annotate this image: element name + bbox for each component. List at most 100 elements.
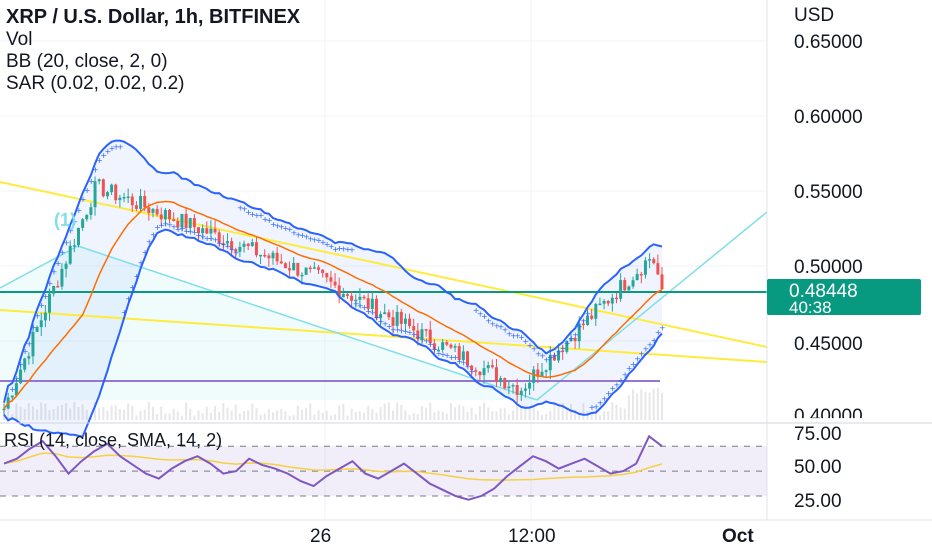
elliott-wave-label[interactable]: (1) bbox=[54, 210, 76, 230]
candle-body-21 bbox=[89, 207, 93, 215]
volume-bar-54 bbox=[226, 407, 229, 420]
sar-dot-40: + bbox=[167, 220, 174, 229]
candle-body-95 bbox=[395, 311, 399, 326]
sar-dot-10: + bbox=[42, 292, 49, 301]
sar-dot-117: + bbox=[485, 316, 492, 325]
volume-bar-68 bbox=[284, 411, 287, 420]
candle-body-110 bbox=[457, 346, 461, 360]
rsi-line bbox=[3, 434, 663, 501]
volume-bar-116 bbox=[483, 402, 486, 420]
volume-bar-92 bbox=[383, 403, 386, 420]
sar-dot-110: + bbox=[456, 357, 463, 366]
volume-bar-151 bbox=[627, 395, 630, 420]
legend-volume[interactable]: Vol bbox=[6, 29, 33, 50]
sar-dot-138: + bbox=[572, 330, 579, 339]
sar-dot-115: + bbox=[477, 309, 484, 318]
legend-parabolic-sar[interactable]: SAR (0.02, 0.02, 0.2) bbox=[6, 73, 185, 94]
sar-dot-96: + bbox=[398, 327, 405, 336]
volume-bar-87 bbox=[363, 412, 366, 420]
sar-dot-37: + bbox=[154, 223, 161, 232]
bar-countdown: 40:38 bbox=[789, 298, 832, 317]
candle-body-93 bbox=[387, 312, 391, 318]
bb-basis-line bbox=[3, 200, 663, 410]
price-tick-0-40[interactable]: 0.40000 bbox=[794, 406, 863, 427]
candle-body-75 bbox=[312, 267, 316, 269]
sar-dot-113: + bbox=[469, 367, 476, 376]
volume-bar-52 bbox=[218, 411, 221, 420]
candle-body-155 bbox=[643, 260, 647, 275]
candle-body-23 bbox=[97, 179, 101, 182]
candle-body-50 bbox=[209, 228, 213, 234]
volume-bar-89 bbox=[371, 409, 374, 420]
candle-body-82 bbox=[341, 294, 345, 298]
volume-bar-118 bbox=[491, 411, 494, 420]
last-price: 0.48448 bbox=[789, 281, 858, 302]
legend-bollinger-bands[interactable]: BB (20, close, 2, 0) bbox=[6, 51, 168, 72]
volume-bar-12 bbox=[52, 409, 55, 420]
sar-dot-17: + bbox=[71, 217, 78, 226]
candle-body-158 bbox=[656, 263, 660, 275]
sar-dot-152: + bbox=[630, 360, 637, 369]
volume-bar-82 bbox=[342, 404, 345, 420]
candle-body-128 bbox=[532, 369, 536, 383]
sar-dot-74: + bbox=[307, 235, 314, 244]
candle-body-105 bbox=[437, 349, 441, 352]
rsi-pane bbox=[0, 434, 767, 501]
price-tick-0-45[interactable]: 0.45000 bbox=[794, 334, 863, 355]
volume-bar-23 bbox=[98, 408, 101, 420]
candle-body-129 bbox=[536, 369, 540, 377]
candle-body-34 bbox=[143, 195, 147, 208]
price-tick-0-50[interactable]: 0.50000 bbox=[794, 257, 863, 278]
sar-dot-109: + bbox=[452, 353, 459, 362]
volume-bar-53 bbox=[222, 403, 225, 420]
candle-body-140 bbox=[581, 323, 585, 326]
candle-body-84 bbox=[350, 295, 354, 301]
volume-bar-67 bbox=[280, 408, 283, 420]
candle-body-138 bbox=[573, 337, 577, 342]
volume-bar-31 bbox=[131, 405, 134, 420]
sar-dot-157: + bbox=[651, 336, 658, 345]
volume-bar-75 bbox=[313, 414, 316, 420]
sar-dot-66: + bbox=[274, 222, 281, 231]
volume-bar-158 bbox=[656, 388, 659, 420]
chart-drawings[interactable] bbox=[0, 181, 768, 401]
price-tick-0-60[interactable]: 0.60000 bbox=[794, 107, 863, 128]
candle-body-150 bbox=[623, 280, 627, 291]
candle-body-159 bbox=[660, 274, 664, 290]
candle-body-86 bbox=[358, 296, 362, 300]
volume-bar-40 bbox=[168, 413, 171, 420]
price-tick-0-55[interactable]: 0.55000 bbox=[794, 182, 863, 203]
sar-dot-151: + bbox=[626, 364, 633, 373]
volume-bar-84 bbox=[350, 408, 353, 420]
candle-body-6 bbox=[27, 356, 31, 359]
candle-body-122 bbox=[507, 386, 511, 389]
price-tick-0-65[interactable]: 0.65000 bbox=[794, 32, 863, 53]
candle-body-35 bbox=[147, 207, 151, 213]
candle-body-145 bbox=[602, 300, 606, 304]
candle-body-55 bbox=[230, 241, 234, 250]
sar-dot-137: + bbox=[568, 334, 575, 343]
sar-dot-62: + bbox=[258, 211, 265, 220]
sar-dot-72: + bbox=[299, 231, 306, 240]
rsi-legend[interactable]: RSI (14, close, SMA, 14, 2) bbox=[4, 430, 223, 450]
candle-body-141 bbox=[586, 315, 590, 325]
volume-bar-142 bbox=[590, 412, 593, 420]
candle-body-127 bbox=[528, 382, 532, 389]
candle-body-46 bbox=[192, 218, 196, 228]
sar-dot-11: + bbox=[47, 279, 54, 288]
rsi-tick-25: 25.00 bbox=[794, 491, 842, 512]
sar-dot-23: + bbox=[96, 156, 103, 165]
volume-bar-132 bbox=[549, 410, 552, 420]
candle-body-99 bbox=[412, 326, 416, 331]
sar-dot-7: + bbox=[30, 323, 37, 332]
volume-bar-39 bbox=[164, 413, 167, 420]
sar-dot-94: + bbox=[390, 325, 397, 334]
candle-body-148 bbox=[614, 297, 618, 300]
sar-dot-27: + bbox=[113, 143, 120, 152]
candle-body-109 bbox=[453, 346, 457, 348]
volume-bar-16 bbox=[69, 408, 72, 420]
candle-body-41 bbox=[172, 219, 176, 221]
volume-bar-28 bbox=[118, 408, 121, 420]
sar-dot-60: + bbox=[249, 210, 256, 219]
